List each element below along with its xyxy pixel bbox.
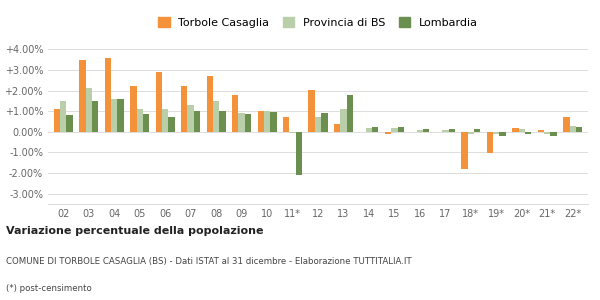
Bar [518,129,525,132]
Bar [563,117,569,132]
Text: Variazione percentuale della popolazione: Variazione percentuale della popolazione [6,226,263,236]
Bar [550,132,557,136]
Bar [372,127,379,132]
Bar [162,109,169,132]
Bar [92,101,98,132]
Bar [308,89,315,132]
Bar [137,109,143,132]
Bar [321,113,328,132]
Bar [493,132,499,134]
Bar [467,132,474,134]
Bar [238,113,245,132]
Bar [181,86,187,132]
Bar [155,72,162,132]
Bar [315,117,321,132]
Bar [296,132,302,175]
Bar [143,114,149,132]
Bar [417,130,423,132]
Bar [334,124,340,132]
Bar [194,111,200,132]
Bar [385,132,391,134]
Bar [442,130,449,132]
Bar [54,109,60,132]
Bar [423,129,430,132]
Bar [487,132,493,154]
Bar [111,99,118,132]
Bar [398,127,404,132]
Bar [544,132,550,134]
Bar [245,114,251,132]
Bar [512,128,518,132]
Bar [264,111,270,132]
Bar [347,95,353,132]
Bar [449,129,455,132]
Bar [232,95,238,132]
Bar [538,130,544,132]
Bar [576,127,582,132]
Bar [569,126,576,132]
Bar [461,132,467,169]
Bar [130,86,137,132]
Bar [79,60,86,132]
Bar [270,112,277,132]
Bar [257,111,264,132]
Bar [118,99,124,132]
Bar [391,128,398,132]
Bar [213,101,219,132]
Bar [289,132,296,133]
Bar [525,132,532,134]
Bar [219,111,226,132]
Bar [206,76,213,132]
Bar [67,115,73,132]
Text: (*) post-censimento: (*) post-censimento [6,284,92,293]
Bar [60,101,67,132]
Bar [366,128,372,132]
Text: COMUNE DI TORBOLE CASAGLIA (BS) - Dati ISTAT al 31 dicembre - Elaborazione TUTTI: COMUNE DI TORBOLE CASAGLIA (BS) - Dati I… [6,257,412,266]
Bar [169,117,175,132]
Bar [187,105,194,132]
Bar [86,88,92,132]
Bar [499,132,506,136]
Bar [340,109,347,132]
Legend: Torbole Casaglia, Provincia di BS, Lombardia: Torbole Casaglia, Provincia di BS, Lomba… [156,15,480,30]
Bar [474,129,481,132]
Bar [283,117,289,132]
Bar [104,58,111,132]
